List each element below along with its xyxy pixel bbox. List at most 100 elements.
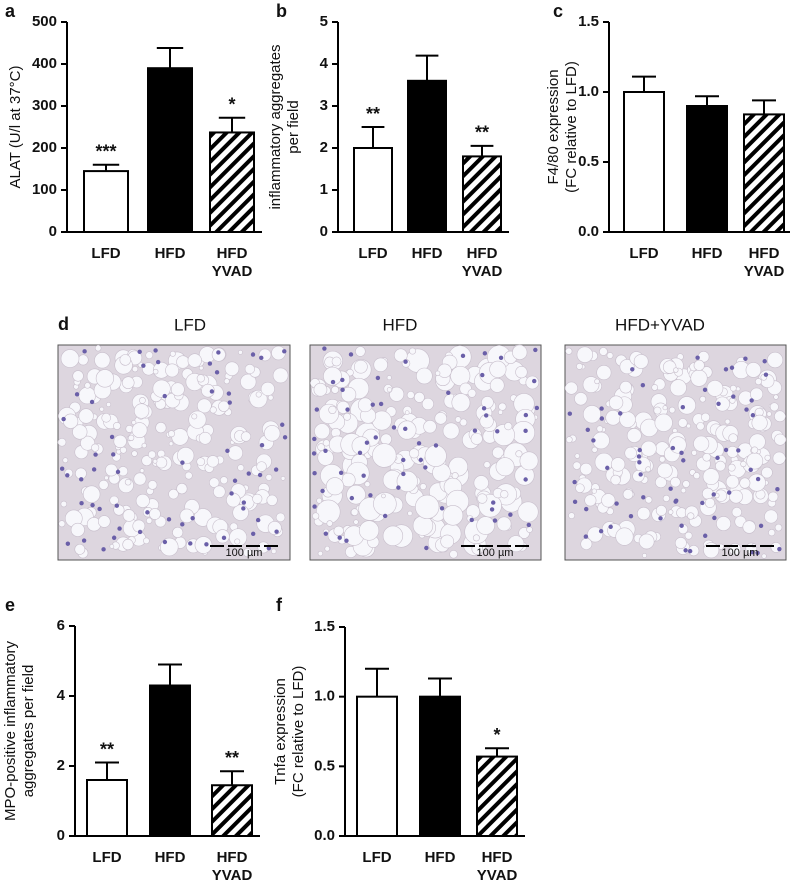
vacuole	[152, 368, 159, 375]
vacuole	[353, 519, 359, 525]
vacuole	[693, 359, 705, 371]
nucleus	[523, 477, 528, 482]
vacuole	[653, 406, 662, 415]
vacuole	[574, 392, 588, 406]
vacuole	[525, 375, 540, 390]
nucleus	[344, 538, 349, 543]
vacuole	[610, 457, 626, 472]
nucleus	[162, 539, 168, 545]
x-tick-label: HFD	[425, 849, 456, 866]
micrograph-title: LFD	[174, 315, 206, 334]
nucleus	[439, 506, 445, 511]
vacuole	[84, 382, 91, 389]
vacuole	[442, 505, 464, 526]
vacuole	[668, 509, 674, 515]
vacuole	[131, 450, 138, 457]
micrograph-texture	[564, 346, 787, 559]
vacuole	[662, 405, 668, 411]
vacuole	[409, 347, 416, 355]
vacuole	[637, 506, 651, 521]
y-tick-label: 300	[32, 97, 57, 114]
vacuole	[194, 536, 213, 554]
vacuole	[686, 423, 691, 429]
nucleus	[572, 499, 578, 505]
vacuole	[171, 428, 189, 446]
vacuole	[483, 461, 491, 469]
y-tick-label: 1.0	[578, 83, 599, 100]
vacuole	[147, 450, 157, 459]
vacuole	[615, 527, 634, 546]
vacuole	[729, 384, 737, 392]
nucleus	[370, 402, 375, 407]
vacuole	[565, 436, 573, 444]
vacuole	[700, 412, 711, 422]
vacuole	[669, 379, 687, 397]
nucleus	[567, 411, 573, 416]
vacuole	[396, 470, 418, 492]
vacuole	[386, 375, 392, 381]
bar	[407, 79, 447, 233]
nucleus	[636, 454, 642, 459]
nucleus	[628, 513, 634, 519]
y-tick-label: 6	[57, 617, 65, 634]
vacuole	[314, 423, 331, 440]
vacuole	[380, 433, 392, 446]
vacuole	[594, 378, 600, 385]
significance: **	[100, 739, 114, 759]
nucleus	[711, 492, 716, 497]
bar	[353, 147, 393, 233]
vacuole	[139, 468, 145, 473]
vacuole	[419, 483, 427, 491]
vacuole	[500, 490, 509, 499]
nucleus	[743, 356, 748, 361]
vacuole	[94, 352, 111, 369]
nucleus	[65, 473, 70, 478]
vacuole	[454, 416, 462, 423]
vacuole	[655, 505, 667, 517]
nucleus	[755, 550, 760, 556]
nucleus	[338, 470, 344, 475]
vacuole	[191, 413, 198, 420]
panel-letter: f	[276, 595, 283, 615]
vacuole	[766, 411, 772, 417]
vacuole	[442, 422, 460, 440]
vacuole	[271, 548, 277, 554]
y-axis-label: MPO-positive inflammatoryaggregates per …	[2, 640, 37, 821]
vacuole	[591, 488, 597, 494]
nucleus	[97, 506, 102, 512]
x-tick-label: HFD	[692, 245, 723, 262]
bar	[356, 695, 398, 838]
y-tick-label: 1.5	[314, 618, 335, 635]
vacuole	[729, 489, 743, 504]
x-tick-label: HFD YVAD	[477, 849, 518, 884]
nucleus	[82, 349, 87, 354]
vacuole	[596, 365, 612, 381]
nucleus	[280, 422, 285, 427]
nucleus	[59, 466, 65, 471]
micrograph-title: HFD+YVAD	[615, 315, 705, 334]
significance: *	[493, 725, 500, 745]
nucleus	[599, 416, 605, 421]
vacuole	[105, 463, 118, 477]
bar	[743, 113, 785, 233]
nucleus	[723, 447, 729, 453]
nucleus	[572, 479, 577, 485]
vacuole	[467, 388, 477, 398]
y-tick-label: 1.5	[578, 13, 599, 30]
vacuole	[197, 398, 212, 414]
vacuole	[742, 520, 756, 534]
nucleus	[679, 450, 684, 455]
nucleus	[241, 500, 247, 505]
nucleus	[314, 407, 320, 412]
vacuole	[696, 422, 705, 431]
vacuole	[121, 376, 135, 389]
vacuole	[669, 436, 687, 454]
vacuole	[726, 445, 739, 458]
vacuole	[176, 483, 188, 495]
nucleus	[637, 460, 642, 465]
vacuole	[693, 435, 710, 452]
nucleus	[489, 507, 495, 512]
nucleus	[188, 541, 193, 546]
nucleus	[91, 467, 97, 472]
vacuole	[198, 431, 212, 445]
